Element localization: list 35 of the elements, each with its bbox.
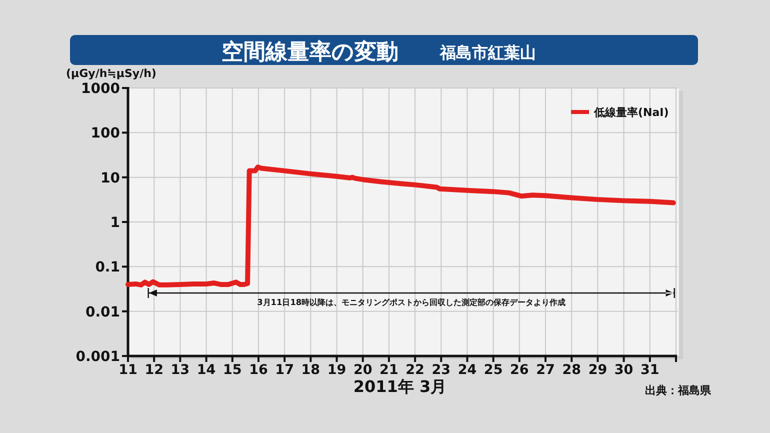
x-tick-label: 12 xyxy=(144,362,164,378)
x-tick-label: 22 xyxy=(406,362,424,378)
x-tick-label: 30 xyxy=(614,362,634,378)
x-tick-label: 13 xyxy=(170,362,190,378)
chart-subtitle: 福島市紅葉山 xyxy=(439,43,536,62)
source-note: 出典：福島県 xyxy=(645,384,712,397)
x-tick-label: 27 xyxy=(536,362,555,378)
x-tick-label: 20 xyxy=(353,362,372,378)
x-axis-title: 2011年 3月 xyxy=(353,377,447,396)
x-tick-label: 23 xyxy=(432,362,451,378)
x-tick-label: 31 xyxy=(640,362,660,378)
y-tick-label: 10 xyxy=(100,170,120,186)
x-tick-label: 18 xyxy=(301,362,320,378)
x-tick-label: 11 xyxy=(118,362,138,378)
y-axis-title: (µGy/h≒µSy/h) xyxy=(66,67,156,80)
x-tick-label: 26 xyxy=(510,362,529,378)
y-tick-label: 0.1 xyxy=(95,260,120,276)
y-tick-label: 0.01 xyxy=(85,304,120,320)
x-tick-label: 29 xyxy=(588,362,608,378)
x-tick-label: 16 xyxy=(249,362,268,378)
x-tick-label: 15 xyxy=(222,362,242,378)
annotation: 3月11日18時以降は、モニタリングポストから回収した測定部の保存データより作成 xyxy=(257,297,566,308)
y-tick-label: 100 xyxy=(90,126,120,142)
chart-title: 空間線量率の変動 xyxy=(222,39,398,65)
x-tick-label: 14 xyxy=(196,362,216,378)
x-tick-label: 21 xyxy=(380,362,398,378)
legend-label: 低線量率(NaI) xyxy=(593,106,669,119)
x-tick-label: 17 xyxy=(275,362,294,378)
x-tick-label: 25 xyxy=(484,362,503,378)
x-tick-label: 28 xyxy=(562,362,582,378)
y-tick-label: 1 xyxy=(110,215,120,231)
x-tick-label: 19 xyxy=(327,362,346,378)
x-tick-label: 24 xyxy=(458,362,477,378)
y-tick-label: 0.001 xyxy=(76,349,120,365)
y-tick-label: 1000 xyxy=(81,81,120,97)
